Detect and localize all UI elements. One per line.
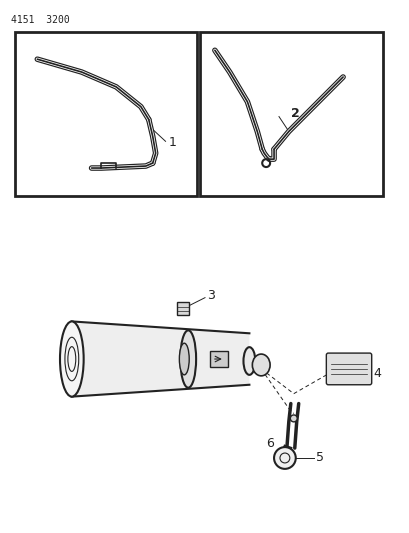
Text: 5: 5 (316, 451, 324, 464)
Text: 6: 6 (265, 437, 273, 450)
Bar (15, 33, 197, 196)
Bar (177, 302, 189, 316)
Text: 2: 2 (290, 107, 299, 120)
Ellipse shape (243, 347, 255, 375)
Bar (200, 33, 382, 196)
FancyBboxPatch shape (326, 353, 371, 385)
Text: 3: 3 (207, 289, 214, 302)
Ellipse shape (290, 415, 297, 422)
Ellipse shape (179, 343, 189, 375)
Ellipse shape (273, 447, 295, 469)
Text: 4151  3200: 4151 3200 (11, 14, 69, 25)
Text: 4: 4 (373, 367, 381, 381)
Ellipse shape (252, 354, 270, 376)
Ellipse shape (60, 321, 83, 397)
Bar (209, 351, 227, 367)
Ellipse shape (180, 330, 196, 387)
Polygon shape (72, 321, 249, 397)
Text: 1: 1 (168, 136, 176, 149)
